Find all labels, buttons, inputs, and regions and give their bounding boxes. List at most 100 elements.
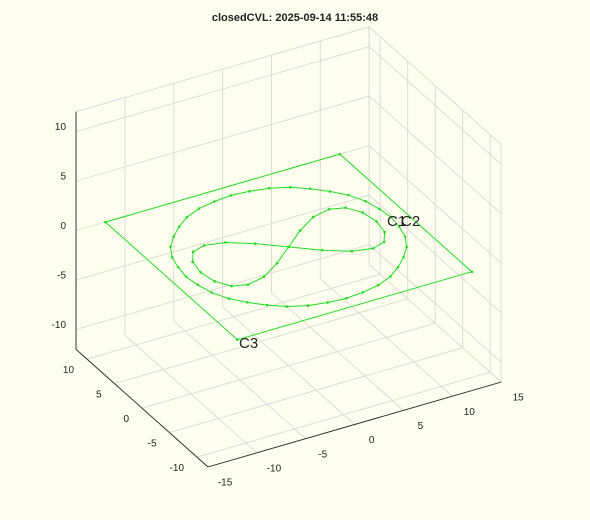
marker xyxy=(344,206,347,209)
marker xyxy=(199,271,202,274)
grid-line xyxy=(196,371,491,458)
marker xyxy=(170,255,174,259)
grid-line xyxy=(114,298,408,385)
marker xyxy=(403,235,407,238)
box-edge xyxy=(75,26,370,113)
marker xyxy=(184,275,188,278)
marker xyxy=(196,283,200,287)
marker xyxy=(265,303,269,307)
marker xyxy=(308,187,312,191)
x-tick-label: -5 xyxy=(318,449,327,460)
x-tick-label: 10 xyxy=(464,407,476,418)
marker xyxy=(213,200,216,203)
x-tick-label: -15 xyxy=(218,478,233,489)
marker xyxy=(191,250,195,254)
marker xyxy=(245,301,249,304)
marker xyxy=(326,301,329,304)
marker xyxy=(169,245,172,248)
x-tick-label: 15 xyxy=(513,393,525,404)
marker xyxy=(202,244,206,247)
marker xyxy=(376,283,380,287)
y-tick-label: 0 xyxy=(123,414,129,425)
marker xyxy=(227,297,231,300)
grid-line xyxy=(169,347,463,434)
box-edge xyxy=(368,26,502,145)
marker xyxy=(268,186,271,190)
marker xyxy=(320,248,324,252)
marker xyxy=(327,207,331,211)
grid-line xyxy=(141,322,436,409)
marker xyxy=(248,190,251,193)
y-tick-label: 5 xyxy=(96,389,102,400)
chart-title: closedCVL: 2025-09-14 11:55:48 xyxy=(212,12,378,24)
marker xyxy=(345,297,348,300)
marker xyxy=(224,241,227,244)
grid-line xyxy=(368,145,502,264)
marker xyxy=(275,261,279,265)
marker xyxy=(397,225,401,228)
marker xyxy=(361,290,365,294)
marker xyxy=(298,229,302,232)
marker xyxy=(396,265,400,269)
marker xyxy=(191,260,194,264)
y-tick-label: 10 xyxy=(63,365,75,376)
z-tick-label: 10 xyxy=(55,122,67,133)
marker xyxy=(328,190,332,193)
marker xyxy=(383,230,386,234)
marker xyxy=(253,242,257,245)
marker xyxy=(210,291,213,294)
marker xyxy=(338,152,342,156)
x-tick-label: 0 xyxy=(369,435,375,446)
marker xyxy=(287,245,290,249)
marker xyxy=(306,304,310,307)
marker xyxy=(371,247,375,250)
marker xyxy=(213,280,216,283)
marker xyxy=(364,199,367,203)
y-tick-label: -5 xyxy=(148,438,157,449)
marker xyxy=(350,250,354,253)
z-tick-label: -5 xyxy=(57,271,66,282)
grid-line xyxy=(86,273,381,360)
grid-line xyxy=(368,95,502,215)
annotation: C2 xyxy=(401,213,420,230)
marker xyxy=(402,255,405,259)
z-tick-label: -10 xyxy=(52,320,67,331)
grid-line xyxy=(75,244,370,331)
marker xyxy=(177,225,181,228)
marker xyxy=(104,220,107,224)
y-axis xyxy=(75,348,209,468)
z-tick-label: 5 xyxy=(60,172,66,183)
marker xyxy=(197,207,201,210)
y-tick-label: -10 xyxy=(170,463,185,474)
grid-line xyxy=(75,46,370,133)
marker xyxy=(236,338,239,341)
grid-line xyxy=(368,194,502,314)
marker xyxy=(285,305,289,308)
annotation: C3 xyxy=(239,335,258,352)
marker xyxy=(185,216,189,219)
marker xyxy=(378,207,381,211)
marker xyxy=(470,270,474,274)
marker xyxy=(176,265,180,269)
z-tick-label: 0 xyxy=(60,221,66,232)
x-tick-label: 5 xyxy=(418,421,424,432)
marker xyxy=(229,194,233,197)
marker xyxy=(389,275,392,278)
marker xyxy=(289,186,292,189)
marker xyxy=(361,211,364,214)
marker xyxy=(172,235,175,239)
x-tick-label: -10 xyxy=(267,463,282,474)
marker xyxy=(347,193,350,197)
annotation: C1 xyxy=(387,213,406,230)
marker xyxy=(382,240,386,244)
marker xyxy=(389,215,393,219)
marker xyxy=(262,275,266,279)
grid-line xyxy=(75,95,370,182)
marker xyxy=(246,283,250,286)
grid-line xyxy=(75,194,370,281)
x-axis xyxy=(207,381,502,468)
marker xyxy=(405,245,408,249)
marker xyxy=(230,284,233,288)
